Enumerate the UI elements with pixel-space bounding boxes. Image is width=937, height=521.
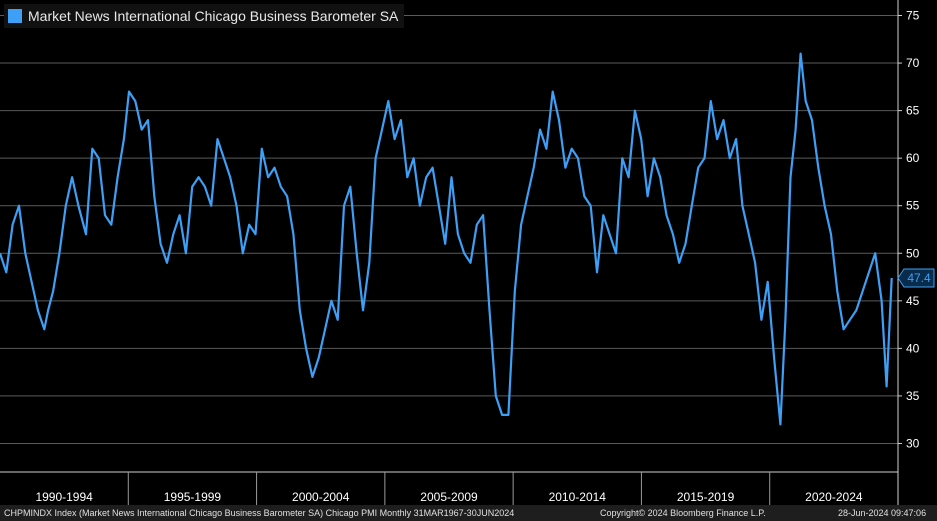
x-category-label: 2005-2009 [420, 490, 478, 504]
x-category-label: 2010-2014 [549, 490, 607, 504]
x-category-label: 1990-1994 [35, 490, 93, 504]
y-tick-label-70: 70 [906, 56, 920, 70]
last-value-label: 47.4 [907, 271, 931, 285]
x-category-label: 1995-1999 [164, 490, 222, 504]
y-tick-label-30: 30 [906, 436, 920, 450]
footer-bar: CHPMINDX Index (Market News Internationa… [0, 505, 937, 521]
footer-ticker-info: CHPMINDX Index (Market News Internationa… [4, 508, 515, 518]
series-line [0, 52, 893, 426]
footer-timestamp: 28-Jun-2024 09:47:06 [838, 508, 927, 518]
x-category-label: 2015-2019 [677, 490, 735, 504]
y-tick-label-65: 65 [906, 104, 920, 118]
y-tick-label-50: 50 [906, 246, 920, 260]
y-axis: 30 35 40 45 50 55 60 65 70 75 [897, 0, 920, 505]
legend: Market News International Chicago Busine… [4, 4, 405, 28]
y-tick-label-55: 55 [906, 199, 920, 213]
y-tick-label-60: 60 [906, 151, 920, 165]
grid-lines [0, 15, 898, 444]
legend-swatch [8, 9, 22, 23]
y-tick-label-35: 35 [906, 389, 920, 403]
x-category-label: 2020-2024 [805, 490, 863, 504]
last-value-marker: 47.4 [897, 268, 935, 288]
last-value-tag [897, 268, 935, 288]
legend-title: Market News International Chicago Busine… [28, 8, 399, 24]
series-layer [0, 52, 893, 426]
y-tick-label-75: 75 [906, 9, 920, 23]
x-category-axis: 1990-1994 1995-1999 2000-2004 2005-2009 2010… [0, 471, 898, 505]
y-tick-label-40: 40 [906, 341, 920, 355]
footer-copyright: Copyright© 2024 Bloomberg Finance L.P. [600, 508, 766, 518]
x-category-label: 2000-2004 [292, 490, 350, 504]
y-tick-label-45: 45 [906, 294, 920, 308]
